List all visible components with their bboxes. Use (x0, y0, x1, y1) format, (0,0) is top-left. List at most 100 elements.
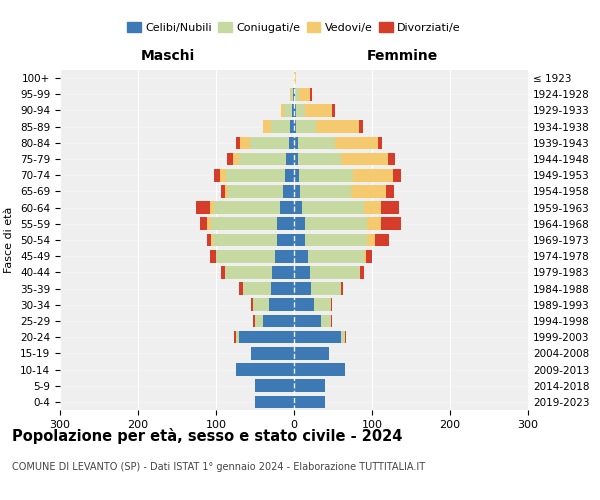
Bar (332, 104, 335, 117)
Bar (294, 185, 300, 198)
Bar (294, 266, 310, 278)
Bar (227, 152, 233, 166)
Bar (235, 363, 294, 376)
Bar (294, 72, 296, 85)
Bar (305, 218, 367, 230)
Bar (269, 298, 294, 311)
Bar (277, 218, 294, 230)
Bar (344, 331, 346, 344)
Bar (263, 120, 271, 133)
Bar (294, 88, 295, 101)
Bar (295, 88, 299, 101)
Bar (221, 185, 224, 198)
Bar (294, 218, 305, 230)
Bar (216, 250, 275, 262)
Bar (305, 104, 332, 117)
Bar (283, 185, 294, 198)
Text: Maschi: Maschi (141, 48, 195, 62)
Bar (294, 202, 302, 214)
Bar (296, 104, 305, 117)
Bar (331, 298, 332, 311)
Bar (294, 396, 325, 408)
Text: Femmine: Femmine (367, 48, 437, 62)
Bar (322, 314, 331, 328)
Bar (290, 120, 294, 133)
Bar (331, 314, 332, 328)
Bar (300, 185, 351, 198)
Bar (294, 314, 322, 328)
Bar (291, 88, 293, 101)
Bar (360, 266, 364, 278)
Bar (236, 136, 240, 149)
Bar (244, 282, 271, 295)
Bar (221, 266, 226, 278)
Bar (233, 152, 239, 166)
Bar (299, 169, 353, 181)
Bar (294, 282, 311, 295)
Bar (366, 250, 372, 262)
Bar (378, 136, 382, 149)
Bar (388, 152, 395, 166)
Bar (341, 282, 343, 295)
Bar (375, 234, 389, 246)
Bar (255, 380, 294, 392)
Bar (253, 314, 255, 328)
Bar (226, 169, 284, 181)
Bar (208, 218, 211, 230)
Bar (240, 136, 250, 149)
Bar (302, 202, 364, 214)
Bar (272, 266, 294, 278)
Bar (251, 347, 294, 360)
Bar (296, 120, 316, 133)
Bar (289, 136, 294, 149)
Bar (211, 234, 213, 246)
Bar (211, 218, 277, 230)
Bar (271, 120, 290, 133)
Text: Popolazione per età, sesso e stato civile - 2024: Popolazione per età, sesso e stato civil… (12, 428, 403, 444)
Bar (310, 266, 360, 278)
Bar (277, 234, 294, 246)
Bar (214, 202, 280, 214)
Bar (351, 185, 386, 198)
Bar (253, 298, 269, 311)
Bar (393, 169, 401, 181)
Bar (316, 120, 359, 133)
Bar (293, 88, 294, 101)
Bar (364, 202, 382, 214)
Bar (298, 136, 335, 149)
Bar (382, 218, 401, 230)
Bar (299, 88, 310, 101)
Bar (305, 234, 367, 246)
Bar (294, 104, 296, 117)
Bar (298, 152, 341, 166)
Bar (226, 266, 272, 278)
Bar (271, 282, 294, 295)
Bar (294, 120, 296, 133)
Bar (224, 185, 229, 198)
Bar (210, 250, 216, 262)
Bar (284, 169, 294, 181)
Bar (294, 234, 305, 246)
Bar (311, 282, 341, 295)
Bar (250, 136, 289, 149)
Bar (235, 331, 239, 344)
Bar (308, 250, 364, 262)
Bar (200, 218, 208, 230)
Bar (263, 314, 294, 328)
Bar (382, 202, 398, 214)
Bar (280, 202, 294, 214)
Bar (353, 169, 393, 181)
Bar (213, 234, 277, 246)
Bar (239, 282, 244, 295)
Bar (310, 88, 312, 101)
Bar (294, 380, 325, 392)
Bar (341, 331, 344, 344)
Bar (294, 136, 298, 149)
Bar (239, 152, 286, 166)
Y-axis label: Fasce di età: Fasce di età (4, 207, 14, 273)
Bar (294, 298, 314, 311)
Bar (386, 185, 394, 198)
Bar (341, 152, 388, 166)
Bar (286, 152, 294, 166)
Bar (255, 396, 294, 408)
